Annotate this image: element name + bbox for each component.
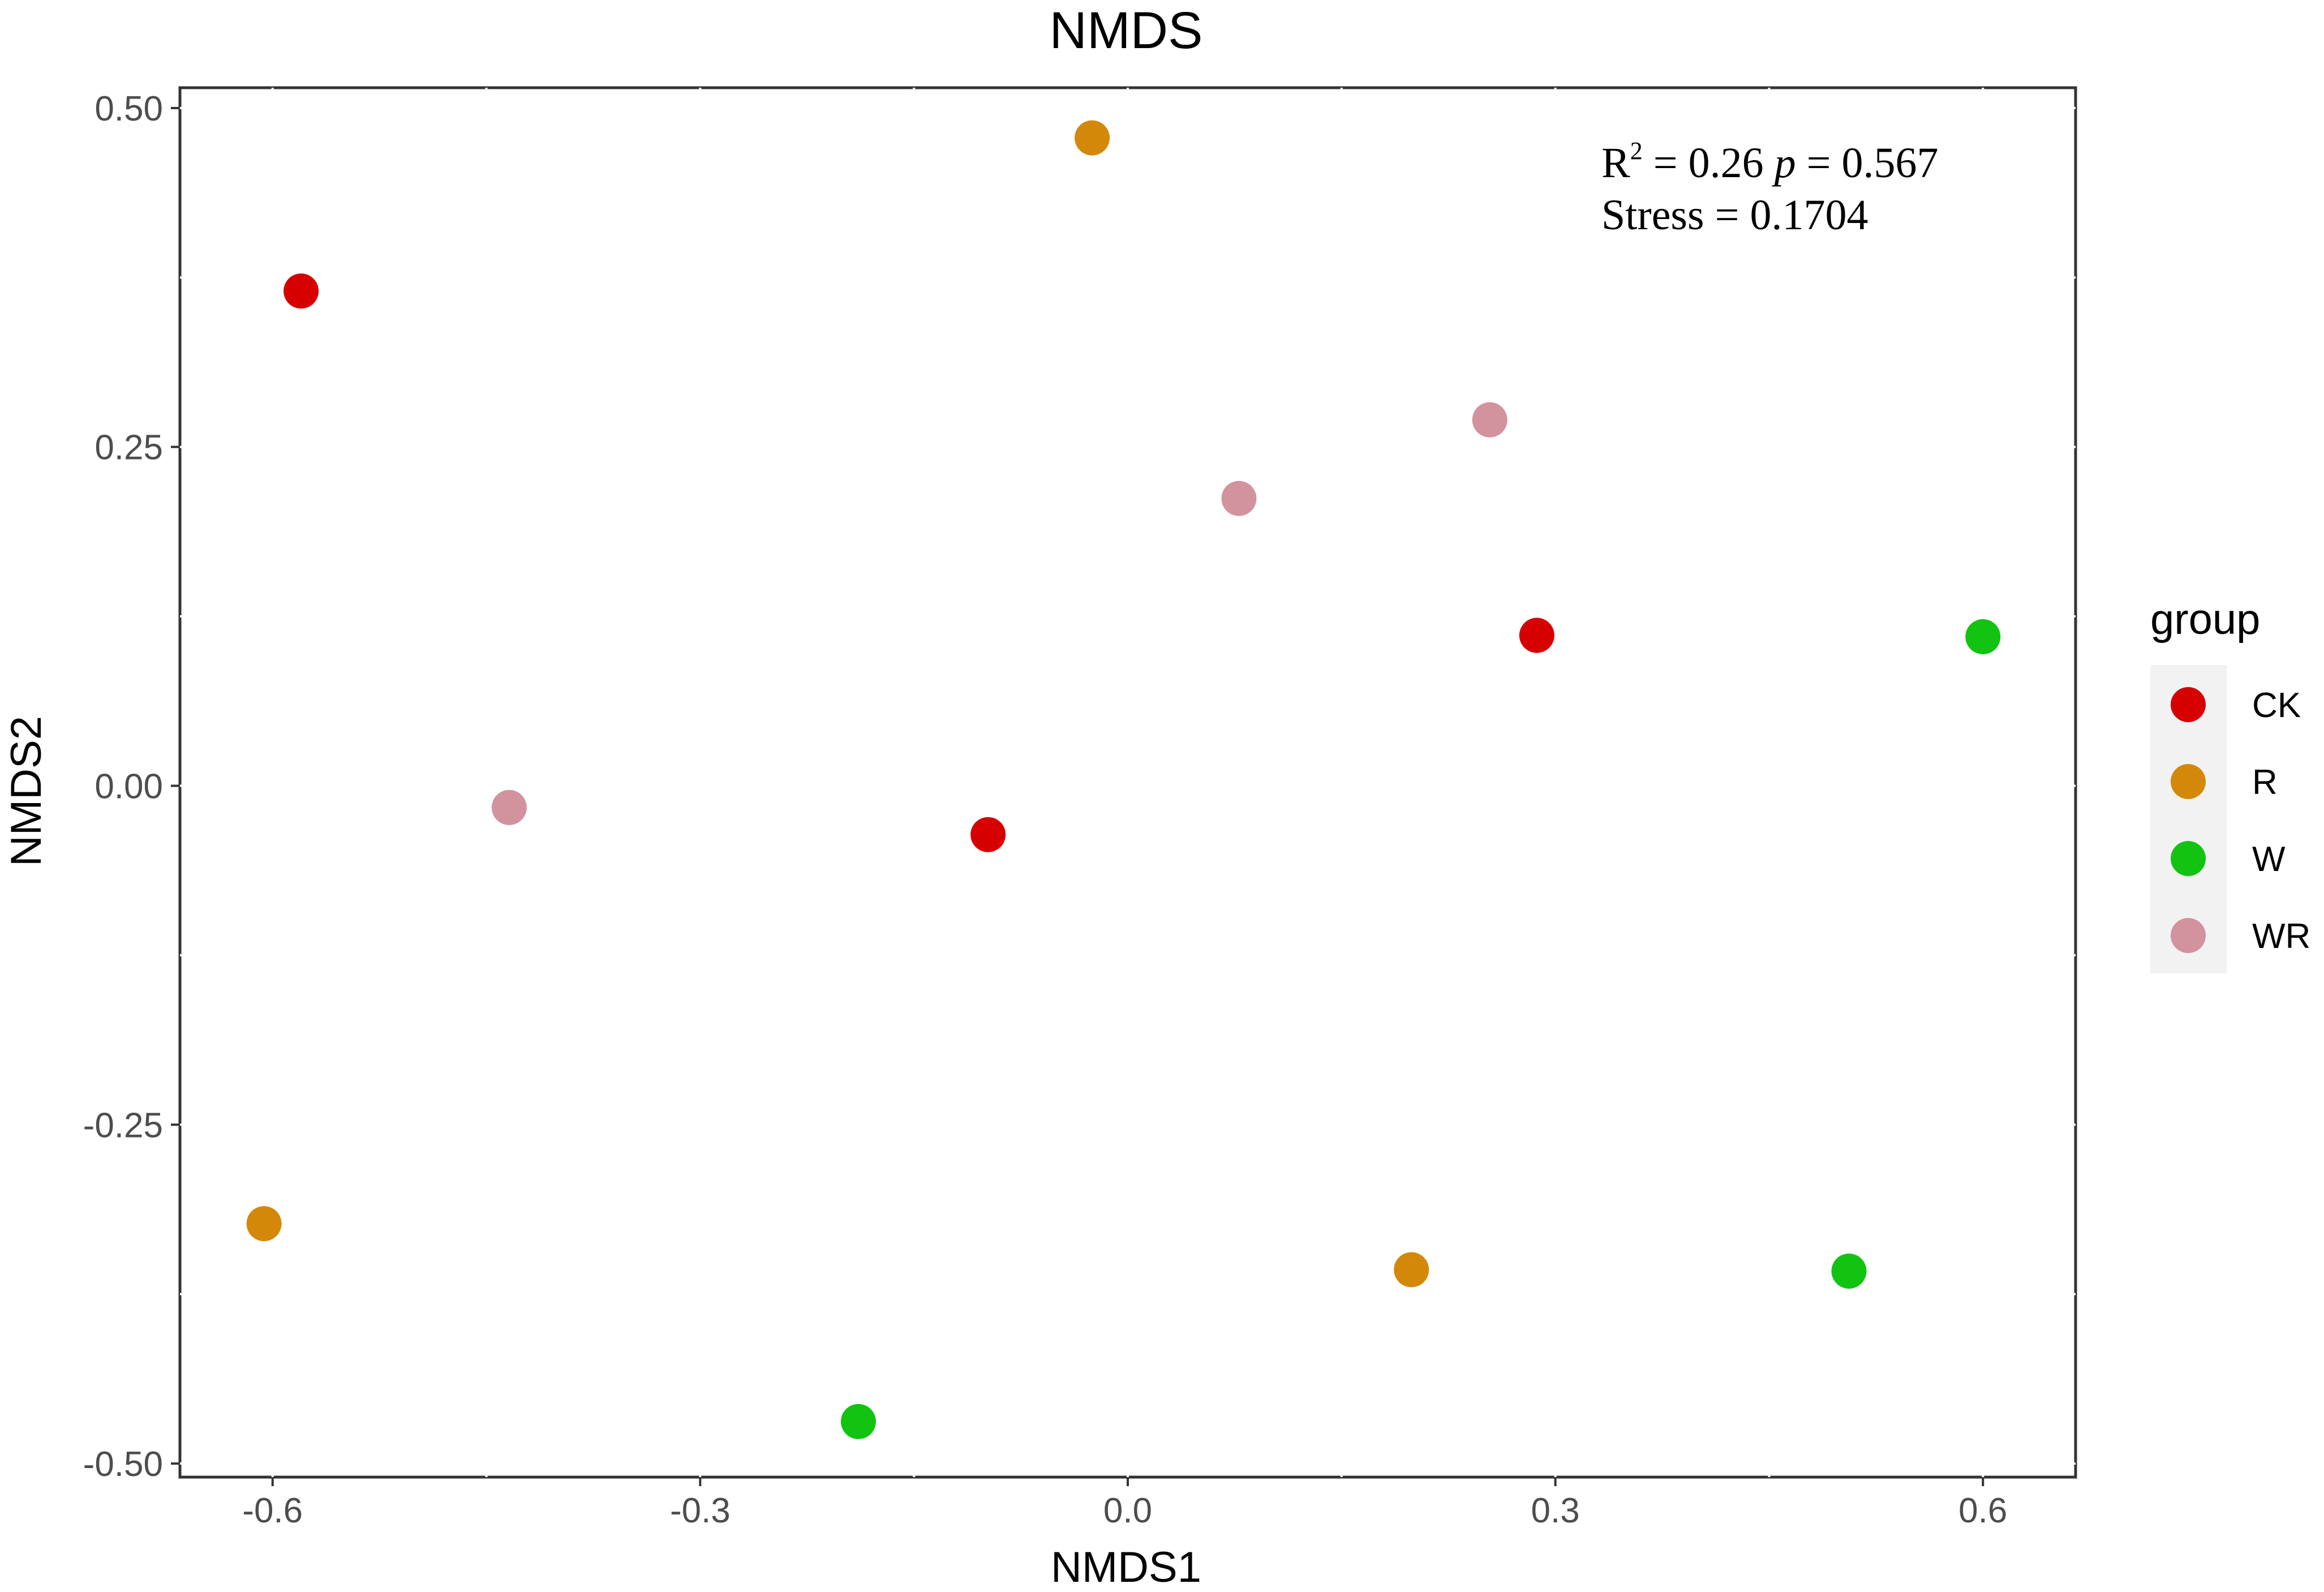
y-tick-label: 0.25 [94,428,163,467]
legend-label-ck: CK [2252,686,2301,725]
legend-items: CK RW WR [2171,686,2310,956]
point-wr [1221,480,1257,516]
chart-title: NMDS [1050,2,1203,59]
data-points [246,120,2001,1439]
x-tick-label: 0.3 [1531,1491,1580,1530]
point-ck [283,273,319,309]
point-w [840,1404,876,1439]
stats-annotation: R2 = 0.26 p = 0.567 Stress = 0.1704 [1601,137,1938,239]
y-tick-label: 0.50 [94,89,163,128]
point-w [1965,619,2001,655]
x-tick-label: -0.3 [670,1491,731,1530]
x-tick-label: 0.0 [1103,1491,1152,1530]
legend-label-w: W [2252,840,2286,879]
point-wr [1472,402,1507,437]
y-tick-label: 0.00 [94,767,163,806]
y-tick-label: -0.25 [83,1106,163,1145]
x-axis-title: NMDS1 [1051,1543,1201,1591]
r2-label: R [1601,139,1630,187]
p-label: p [1772,139,1796,187]
legend-title: group [2150,595,2260,643]
x-tick-label: 0.6 [1958,1491,2007,1530]
legend-label-wr: WR [2252,917,2310,956]
point-r [246,1206,282,1242]
stress-text: Stress = 0.1704 [1601,191,1868,239]
legend-swatch-r [2171,764,2206,799]
point-r [1075,120,1110,156]
legend: group CK RW WR [2150,595,2310,973]
plot-area [178,86,2077,1479]
legend-label-r: R [2252,763,2278,802]
y-tick-label: -0.50 [83,1445,163,1484]
point-w [1831,1253,1867,1289]
x-tick-label: -0.6 [242,1491,303,1530]
gridlines [180,88,2076,1477]
r2-superscript: 2 [1630,137,1643,165]
r2-value: = 0.26 [1643,139,1775,187]
y-axis-title: NMDS2 [2,716,50,866]
point-ck [1519,617,1554,653]
legend-swatch-wr [2171,918,2206,953]
point-ck [970,817,1006,852]
legend-swatch-ck [2171,687,2206,722]
point-r [1394,1252,1429,1288]
legend-swatch-w [2171,841,2206,876]
x-axis: -0.6 -0.3 0.0 0.3 0.6 [242,1477,2007,1530]
p-value: = 0.567 [1796,139,1939,187]
y-axis: 0.50 0.25 0.00 -0.25 -0.50 [83,89,180,1484]
r2-p-text: R2 = 0.26 p = 0.567 [1601,137,1938,187]
point-wr [491,789,527,825]
